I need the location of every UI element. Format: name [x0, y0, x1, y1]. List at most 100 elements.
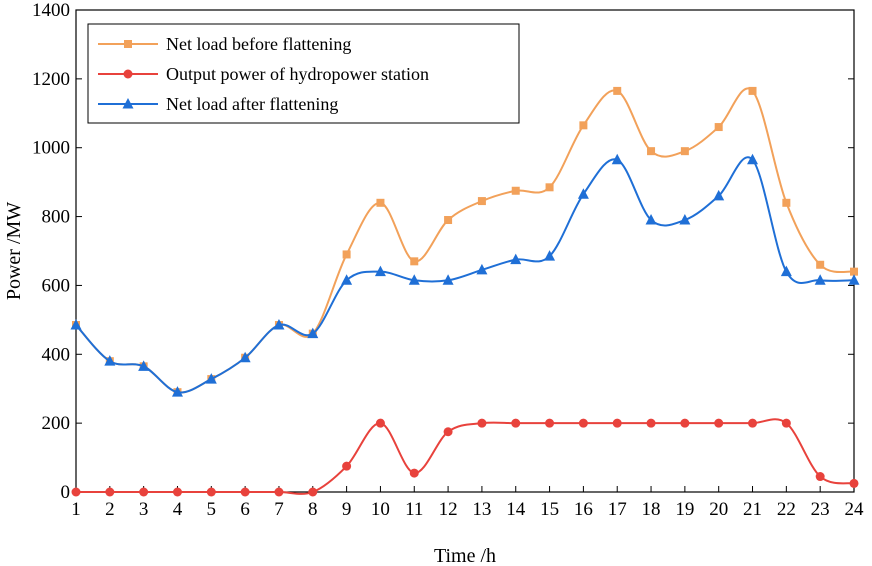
data-point	[577, 188, 589, 199]
data-point	[444, 216, 453, 225]
axis-ticks: 1 2 3 4 5 6 7 8 9 10 11 12 13 14 15 16 17 18 19 20 21 22 23 240…	[32, 0, 864, 520]
data-point	[408, 274, 420, 285]
legend-marker	[122, 98, 134, 109]
x-tick-label: 18	[642, 499, 661, 520]
legend-label: Output power of hydropower station	[166, 64, 429, 84]
data-point	[410, 257, 419, 266]
y-tick-label: 600	[42, 275, 71, 296]
legend-label: Net load after flattening	[166, 94, 338, 114]
data-point	[578, 418, 588, 428]
data-point	[104, 355, 116, 366]
data-point	[409, 468, 419, 478]
data-point	[680, 418, 690, 428]
data-point	[714, 418, 724, 428]
data-point	[713, 189, 725, 201]
data-point	[376, 198, 385, 207]
data-point	[239, 351, 251, 363]
x-tick-label: 9	[342, 499, 352, 520]
series-2	[71, 418, 859, 497]
x-tick-label: 7	[274, 499, 284, 520]
data-point	[748, 86, 757, 95]
data-point	[613, 86, 622, 95]
x-tick-label: 24	[845, 499, 865, 520]
data-point	[105, 487, 115, 497]
y-tick-label: 400	[42, 344, 71, 365]
x-axis-title: Time /h	[434, 545, 496, 566]
series-line	[75, 156, 855, 394]
data-point	[374, 265, 386, 277]
data-point	[476, 263, 488, 275]
data-point	[850, 267, 858, 276]
x-tick-label: 15	[540, 499, 559, 520]
series-1	[72, 86, 858, 397]
x-tick-label: 11	[405, 499, 423, 520]
x-tick-label: 6	[240, 499, 250, 520]
x-tick-label: 8	[308, 499, 318, 520]
data-point	[680, 147, 689, 156]
data-point	[443, 427, 453, 437]
x-tick-label: 13	[472, 499, 491, 520]
data-point	[511, 418, 521, 428]
data-point	[70, 319, 82, 330]
data-point	[782, 198, 791, 207]
data-point	[375, 418, 385, 428]
data-point	[477, 197, 486, 206]
x-tick-label: 17	[608, 499, 627, 520]
data-point	[714, 123, 723, 132]
x-tick-label: 3	[139, 499, 149, 520]
x-tick-label: 19	[675, 499, 694, 520]
legend-marker	[123, 69, 133, 79]
data-point	[206, 487, 216, 497]
y-tick-label: 200	[42, 413, 71, 434]
x-tick-label: 2	[105, 499, 115, 520]
series-line	[75, 418, 855, 495]
x-tick-label: 4	[173, 499, 183, 520]
legend-item: Net load before flattening	[98, 34, 351, 54]
y-axis-title: Power /MW	[3, 202, 25, 300]
x-tick-label: 5	[207, 499, 217, 520]
x-tick-label: 21	[743, 499, 762, 520]
data-point	[205, 373, 217, 384]
legend-box	[87, 23, 520, 124]
data-point	[645, 214, 657, 225]
legend: Net load before flattening Output power o…	[87, 23, 520, 124]
data-point	[780, 265, 792, 277]
y-tick-label: 1400	[32, 0, 70, 21]
series-line	[75, 87, 855, 394]
data-point	[342, 250, 351, 259]
data-point	[274, 487, 284, 497]
x-tick-label: 22	[777, 499, 796, 520]
series-3	[70, 153, 860, 397]
legend-item: Output power of hydropower station	[98, 64, 429, 84]
x-tick-label: 20	[709, 499, 728, 520]
data-point	[172, 487, 182, 497]
data-point	[748, 418, 758, 428]
data-point	[307, 327, 319, 339]
data-point	[781, 418, 791, 428]
data-point	[544, 250, 556, 261]
y-tick-label: 0	[61, 482, 71, 503]
data-point	[240, 487, 250, 497]
legend-marker	[124, 40, 132, 48]
data-point	[579, 121, 588, 130]
data-point	[273, 319, 285, 330]
x-tick-label: 12	[439, 499, 458, 520]
data-point	[647, 147, 656, 156]
x-tick-label: 10	[371, 499, 390, 520]
data-point	[341, 274, 353, 285]
x-tick-label: 16	[574, 499, 593, 520]
data-point	[646, 418, 656, 428]
data-point	[815, 472, 825, 482]
data-point	[511, 186, 520, 195]
series-layer	[70, 86, 860, 497]
y-tick-label: 1200	[32, 69, 70, 90]
data-point	[612, 418, 622, 428]
x-tick-label: 1	[71, 499, 81, 520]
data-point	[171, 386, 183, 397]
y-tick-label: 800	[42, 207, 71, 228]
legend-label: Net load before flattening	[166, 34, 351, 54]
data-point	[545, 418, 555, 428]
x-tick-label: 14	[506, 499, 526, 520]
legend-item: Net load after flattening	[98, 94, 338, 114]
